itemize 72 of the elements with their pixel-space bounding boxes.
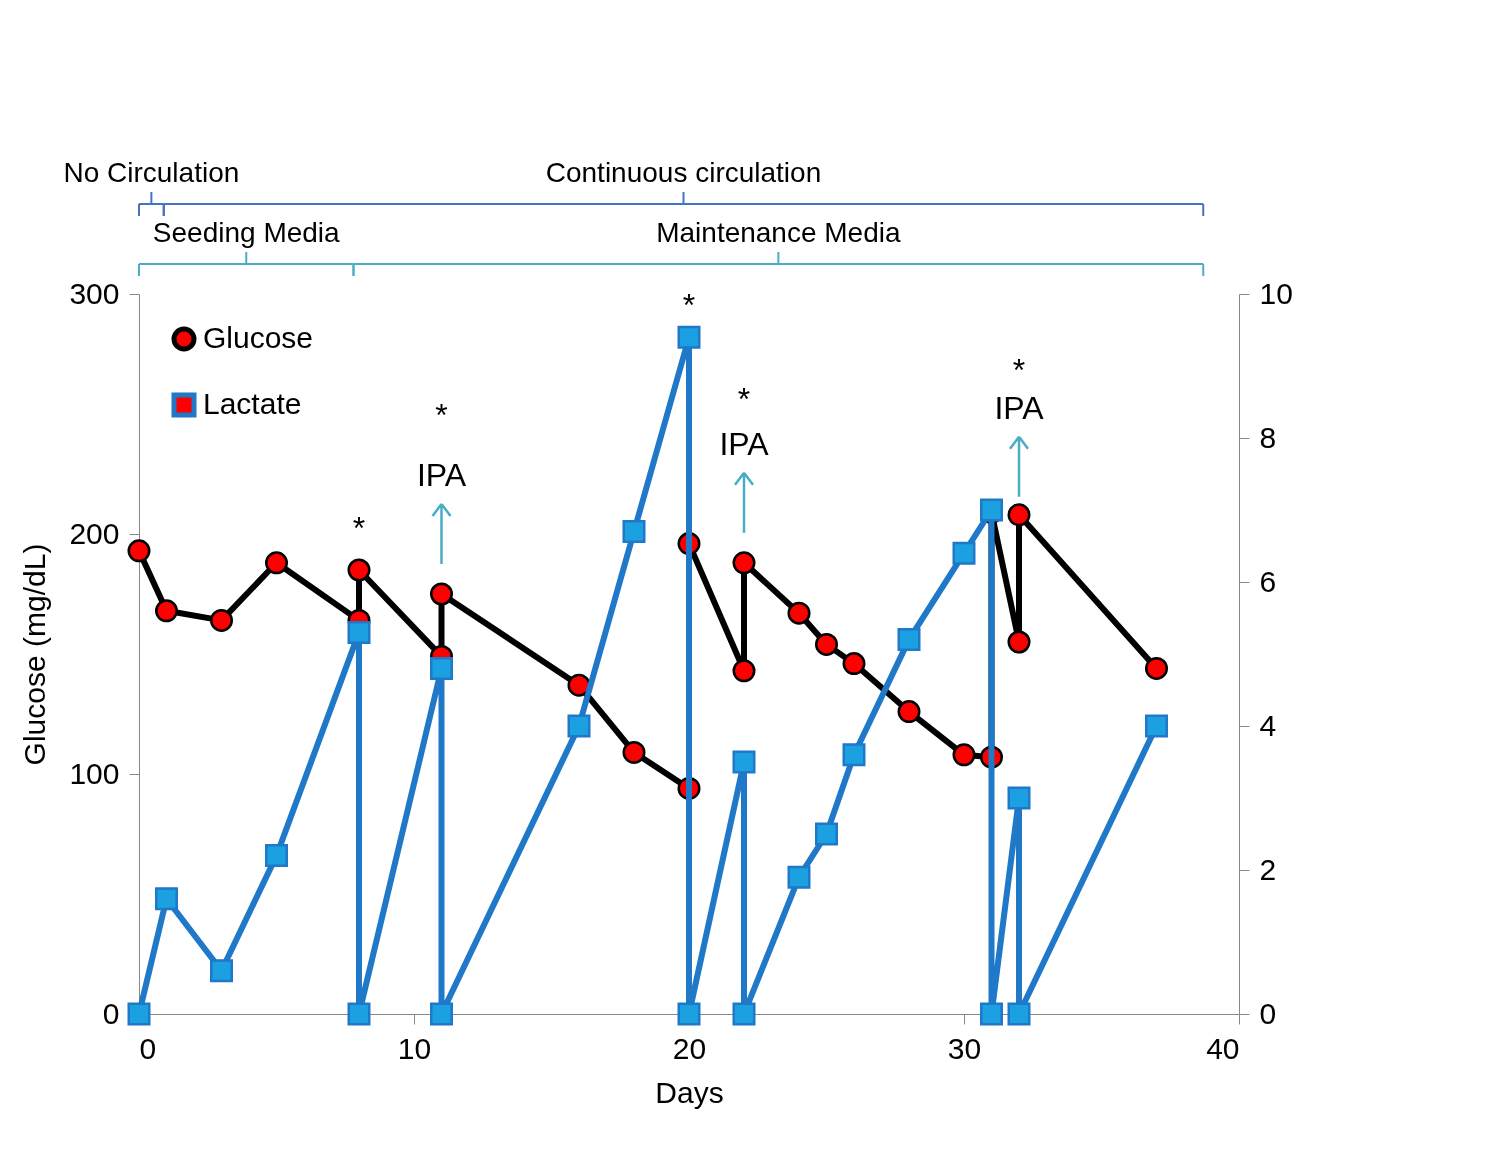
point bbox=[677, 1002, 701, 1026]
point bbox=[430, 1002, 453, 1026]
y-axis-title: Glucose (mg/dL) bbox=[18, 543, 52, 766]
point bbox=[347, 558, 371, 582]
y-tick-label: 300 bbox=[69, 276, 120, 310]
point bbox=[1145, 656, 1168, 680]
annotation: * bbox=[435, 397, 448, 434]
point bbox=[567, 714, 591, 738]
point bbox=[980, 1002, 1003, 1026]
point bbox=[815, 632, 838, 656]
annotation: * bbox=[352, 510, 366, 547]
point bbox=[897, 700, 921, 724]
y-tick-label: 200 bbox=[69, 516, 120, 550]
point bbox=[622, 740, 646, 764]
point bbox=[952, 541, 976, 565]
point bbox=[347, 1002, 371, 1026]
annotation: IPA bbox=[416, 457, 467, 494]
y-tick-label: 0 bbox=[102, 996, 120, 1030]
point bbox=[787, 865, 811, 889]
text: No Circulation bbox=[63, 157, 240, 188]
point bbox=[1007, 503, 1031, 527]
point bbox=[127, 1002, 151, 1026]
point bbox=[567, 673, 591, 697]
y2-tick-label: 4 bbox=[1259, 708, 1277, 742]
point bbox=[347, 620, 371, 644]
x-axis-title: Days bbox=[655, 1075, 724, 1109]
point bbox=[732, 551, 756, 575]
point bbox=[1007, 786, 1031, 810]
x-tick-label: 40 bbox=[1206, 1031, 1240, 1065]
point bbox=[952, 743, 976, 767]
y2-tick-label: 10 bbox=[1259, 276, 1293, 310]
y2-tick-label: 8 bbox=[1259, 420, 1277, 454]
point bbox=[1007, 630, 1031, 654]
point bbox=[430, 656, 453, 680]
annotation: IPA bbox=[719, 426, 770, 463]
point bbox=[155, 887, 178, 911]
point bbox=[210, 959, 233, 983]
annotation: * bbox=[737, 380, 751, 417]
point bbox=[732, 659, 756, 683]
point bbox=[127, 539, 151, 563]
point bbox=[787, 601, 811, 625]
x-tick-label: 30 bbox=[947, 1031, 982, 1065]
point bbox=[265, 551, 288, 575]
point bbox=[1007, 1002, 1031, 1026]
point bbox=[265, 844, 288, 868]
x-tick-label: 20 bbox=[672, 1031, 707, 1065]
point bbox=[815, 822, 838, 846]
point bbox=[897, 628, 921, 652]
x-tick-label: 0 bbox=[139, 1031, 157, 1065]
y2-tick-label: 2 bbox=[1259, 852, 1277, 886]
x-tick-label: 10 bbox=[397, 1031, 432, 1065]
point bbox=[210, 608, 233, 632]
point bbox=[677, 325, 701, 349]
annotation: IPA bbox=[994, 390, 1045, 427]
point bbox=[1145, 714, 1168, 738]
y2-tick-label: 0 bbox=[1259, 996, 1277, 1030]
point bbox=[842, 652, 866, 676]
point bbox=[622, 520, 646, 544]
y-tick-label: 100 bbox=[69, 756, 120, 790]
text: Continuous circulation bbox=[545, 157, 822, 188]
legend-label: Glucose bbox=[203, 321, 314, 354]
text: Seeding Media bbox=[152, 217, 341, 248]
point bbox=[732, 750, 756, 774]
point bbox=[732, 1002, 756, 1026]
text: Maintenance Media bbox=[656, 217, 901, 248]
annotation: * bbox=[1012, 351, 1026, 388]
point bbox=[842, 743, 866, 767]
point bbox=[155, 599, 178, 623]
y2-tick-label: 6 bbox=[1259, 564, 1277, 598]
annotation: * bbox=[682, 287, 696, 323]
point bbox=[430, 582, 453, 606]
legend-label: Lactate bbox=[203, 387, 302, 420]
